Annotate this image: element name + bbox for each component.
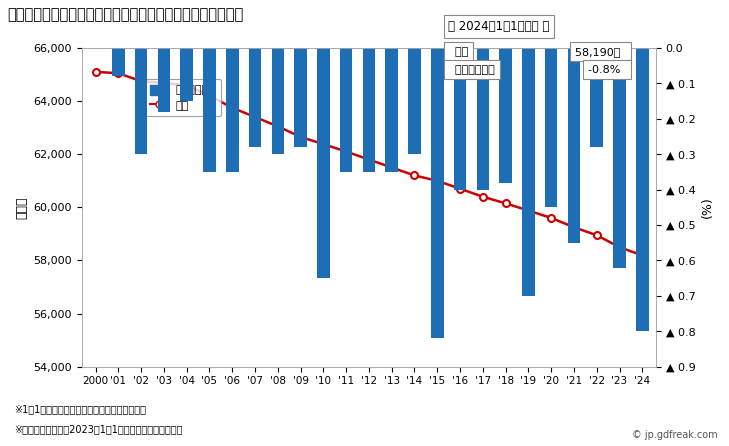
- Bar: [226, 48, 238, 172]
- Bar: [203, 48, 216, 172]
- Bar: [112, 48, 125, 76]
- Bar: [135, 48, 147, 154]
- Bar: [499, 48, 512, 182]
- Bar: [590, 48, 603, 147]
- Bar: [522, 48, 534, 296]
- Bar: [340, 48, 352, 172]
- Text: 人口: 人口: [448, 47, 469, 57]
- Bar: [568, 48, 580, 243]
- Bar: [613, 48, 625, 268]
- Y-axis label: (%): (%): [701, 196, 714, 218]
- Bar: [636, 48, 649, 331]
- Text: 千曲市の人口の推移　（住民基本台帳ベース、日本人住民）: 千曲市の人口の推移 （住民基本台帳ベース、日本人住民）: [7, 7, 243, 22]
- Text: ※市区町村の場合は2023年1月1日時点の市区町村境界。: ※市区町村の場合は2023年1月1日時点の市区町村境界。: [15, 424, 183, 434]
- Text: 【 2024年1月1日時点 】: 【 2024年1月1日時点 】: [448, 20, 550, 33]
- Bar: [295, 48, 307, 147]
- Bar: [453, 48, 467, 190]
- Text: 58,190人: 58,190人: [574, 47, 627, 57]
- Bar: [362, 48, 375, 172]
- Legend: 対前年増加率, 人口: 対前年増加率, 人口: [145, 79, 222, 116]
- Bar: [545, 48, 558, 207]
- Bar: [477, 48, 489, 190]
- Y-axis label: （人）: （人）: [15, 196, 28, 219]
- Bar: [181, 48, 193, 101]
- Bar: [271, 48, 284, 154]
- Bar: [157, 48, 170, 112]
- Text: -0.8%: -0.8%: [588, 65, 627, 74]
- Text: ※1月1日時点の外国人を除く日本人住民人口。: ※1月1日時点の外国人を除く日本人住民人口。: [15, 405, 147, 414]
- Bar: [386, 48, 398, 172]
- Bar: [408, 48, 421, 154]
- Bar: [317, 48, 330, 278]
- Bar: [249, 48, 261, 147]
- Bar: [431, 48, 443, 339]
- Text: 対前年増減率: 対前年増減率: [448, 65, 495, 74]
- Text: © jp.gdfreak.com: © jp.gdfreak.com: [633, 430, 718, 440]
